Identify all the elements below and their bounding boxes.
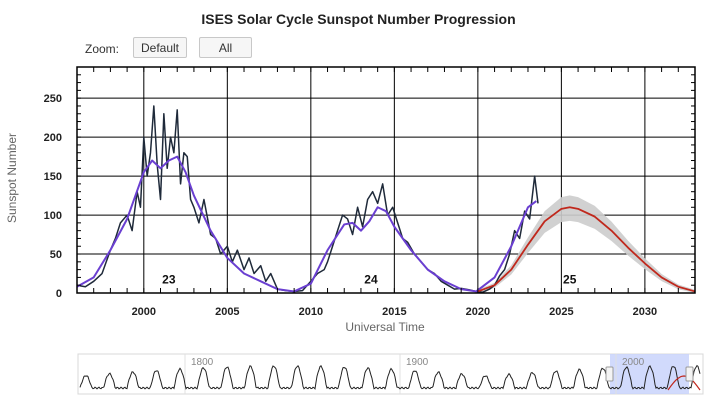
zoom-all-button[interactable]: All — [199, 37, 252, 58]
x-tick-label-2010: 2010 — [299, 306, 323, 318]
y-tick-label-100: 100 — [44, 210, 62, 222]
x-tick-label-2000: 2000 — [132, 306, 156, 318]
series-predicted — [477, 206, 696, 293]
x-tick-label-2015: 2015 — [382, 306, 406, 318]
navigator-handle-right[interactable] — [685, 366, 694, 382]
navigator-label-2000: 2000 — [622, 357, 645, 368]
axis-labels: 0 50 100 150 200 250 2000 2005 2010 2015 2020 2025 2… — [44, 93, 657, 318]
zoom-default-button[interactable]: Default — [133, 37, 187, 58]
series-smoothed — [76, 155, 537, 293]
cycle-label-24: 24 — [364, 273, 378, 287]
cycle-label-23: 23 — [162, 273, 176, 287]
y-axis-title: Sunspot Number — [5, 133, 19, 223]
y-tick-label-200: 200 — [44, 132, 62, 144]
plot-frame — [76, 66, 696, 294]
y-tick-label-0: 0 — [56, 288, 62, 300]
y-tick-label-50: 50 — [50, 249, 62, 261]
navigator-handle-left[interactable] — [605, 366, 614, 382]
navigator-label-1900: 1900 — [406, 357, 429, 368]
series-lines — [76, 105, 696, 293]
x-tick-label-2025: 2025 — [549, 306, 573, 318]
plot-border — [76, 66, 696, 294]
cycle-label-25: 25 — [563, 273, 577, 287]
x-tick-label-2030: 2030 — [633, 306, 657, 318]
navigator-series — [79, 364, 701, 390]
x-axis-title: Universal Time — [345, 320, 425, 334]
x-tick-label-2005: 2005 — [215, 306, 239, 318]
y-tick-label-250: 250 — [44, 93, 62, 105]
zoom-label: Zoom: — [85, 42, 120, 56]
navigator-predicted — [667, 375, 701, 391]
chart-grid — [77, 67, 695, 294]
series-monthly-observed — [76, 105, 539, 293]
navigator[interactable]: 1800 1900 2000 — [77, 353, 704, 395]
navigator-label-1800: 1800 — [191, 357, 214, 368]
x-tick-label-2020: 2020 — [466, 306, 490, 318]
chart-title: ISES Solar Cycle Sunspot Number Progress… — [201, 11, 516, 27]
y-tick-label-150: 150 — [44, 171, 62, 183]
